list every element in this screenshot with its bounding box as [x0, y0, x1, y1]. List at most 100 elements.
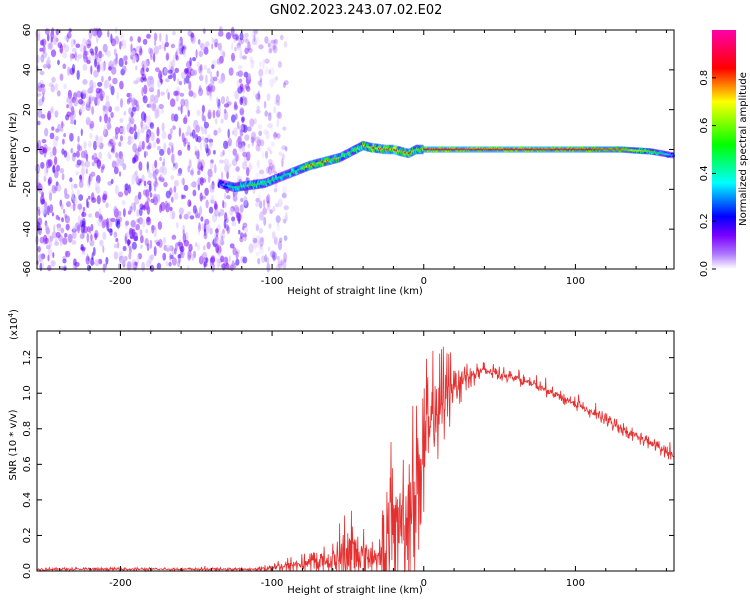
- y-tick-label: -60: [22, 261, 33, 277]
- spectrogram-noise-cell: [53, 169, 59, 179]
- spectrogram-noise-cell: [203, 223, 207, 233]
- spectrogram-noise-cell: [54, 241, 59, 247]
- spectrogram-noise-cell: [276, 111, 281, 119]
- spectrogram-noise-cell: [239, 96, 244, 106]
- spectrogram-noise-cell: [183, 213, 189, 220]
- spectrogram-noise-cell: [257, 80, 262, 86]
- spectrogram-noise-cell: [284, 212, 288, 222]
- spectrogram-noise-cell: [264, 66, 269, 75]
- spectrogram-noise-cell: [160, 108, 164, 114]
- spectrogram-noise-cell: [148, 183, 152, 193]
- spectrogram-noise-cell: [159, 32, 162, 43]
- spectrogram-noise-cell: [264, 110, 269, 117]
- spectrogram-noise-cell: [199, 192, 203, 202]
- spectrogram-noise-cell: [253, 118, 257, 125]
- spectrogram-noise-cell: [140, 126, 145, 134]
- spectrogram-noise-cell: [55, 238, 58, 244]
- spectrogram-noise-cell: [203, 139, 208, 149]
- spectrogram-noise-cell: [241, 117, 245, 124]
- spectrogram-noise-cell: [165, 261, 169, 267]
- spectrogram-noise-cell: [190, 33, 195, 38]
- spectrogram-noise-cell: [178, 127, 182, 137]
- spectrogram-noise-cell: [177, 260, 181, 268]
- spectrogram-noise-cell: [49, 204, 54, 214]
- y-tick-label: 20: [22, 103, 33, 116]
- spectrogram-noise-cell: [126, 231, 130, 238]
- spectrogram-noise-cell: [159, 148, 165, 156]
- spectrogram-noise-cell: [204, 187, 209, 196]
- spectrogram-noise-cell: [161, 41, 164, 50]
- spectrogram-noise-cell: [220, 118, 224, 124]
- spectrogram-noise-cell: [140, 120, 144, 129]
- spectrogram-noise-cell: [203, 121, 209, 129]
- spectrogram-noise-cell: [271, 251, 277, 257]
- spectrogram-noise-cell: [142, 95, 148, 104]
- spectrogram-noise-cell: [35, 177, 40, 187]
- spectrogram-noise-cell: [187, 199, 192, 207]
- spectrogram-noise-cell: [198, 50, 203, 58]
- spectrogram-x-ticks: -200 -100 0 100: [59, 30, 667, 287]
- spectrogram-noise-cell: [142, 219, 146, 228]
- spectrogram-noise-cell: [169, 252, 172, 261]
- spectrogram-noise-cell: [271, 164, 275, 174]
- spectrogram-noise-cell: [47, 247, 53, 256]
- spectrogram-noise-cell: [235, 113, 238, 120]
- spectrogram-noise-cell: [111, 67, 117, 75]
- spectrogram-noise-cell: [90, 65, 93, 75]
- spectrogram-noise-cell: [112, 77, 118, 85]
- x-tick-label: 100: [566, 578, 585, 589]
- spectrogram-noise-cell: [275, 133, 281, 139]
- spectrogram-noise-cell: [120, 98, 123, 108]
- spectrogram-noise-cell: [124, 60, 128, 65]
- spectrogram-noise-cell: [41, 261, 45, 269]
- spectrogram-noise-cell: [270, 250, 276, 258]
- spectrogram-noise-cell: [133, 54, 138, 61]
- spectrogram-noise-cell: [267, 111, 272, 116]
- spectrogram-noise-cell: [174, 248, 177, 255]
- spectrogram-noise-cell: [76, 189, 80, 197]
- spectrogram-noise-cell: [95, 87, 101, 94]
- spectrogram-noise-cell: [283, 40, 288, 48]
- spectrogram-noise-cell: [241, 55, 247, 60]
- spectrogram-noise-cell: [114, 105, 120, 112]
- spectrogram-noise-cell: [136, 218, 140, 223]
- spectrogram-noise-cell: [190, 169, 194, 176]
- spectrogram-noise-cell: [200, 70, 203, 77]
- spectrogram-noise-cell: [165, 33, 168, 44]
- spectrogram-noise-cell: [236, 45, 242, 51]
- spectrogram-noise-cell: [110, 111, 114, 119]
- spectrogram-noise-cell: [253, 29, 259, 35]
- spectrogram-noise-cell: [235, 139, 239, 148]
- spectrogram-noise-cell: [96, 97, 100, 106]
- spectrogram-noise-cell: [226, 226, 230, 235]
- spectrogram-noise-cell: [223, 219, 227, 229]
- spectrogram-noise-cell: [153, 45, 159, 55]
- spectrogram-noise-cell: [277, 240, 283, 251]
- spectrogram-noise-cell: [76, 143, 81, 152]
- spectrogram-noise-cell: [158, 70, 163, 81]
- spectrogram-noise-cell: [39, 70, 45, 76]
- spectrogram-noise-cell: [94, 259, 100, 267]
- spectrogram-noise-cell: [255, 201, 260, 208]
- spectrogram-noise-cell: [70, 183, 74, 191]
- spectrogram-noise-cell: [256, 138, 262, 147]
- spectrogram-noise-cell: [175, 221, 179, 229]
- spectrogram-noise-cell: [114, 184, 119, 195]
- spectrogram-noise-cell: [143, 60, 149, 69]
- spectrogram-noise-cell: [128, 184, 131, 194]
- spectrogram-noise-cell: [139, 229, 143, 236]
- spectrogram-noise-cell: [73, 183, 78, 189]
- spectrogram-noise-cell: [57, 59, 60, 66]
- spectrogram-noise-cell: [167, 202, 171, 210]
- spectrogram-noise-cell: [242, 195, 248, 206]
- spectrogram-noise-cell: [117, 191, 124, 198]
- spectrogram-noise-cell: [93, 152, 98, 160]
- spectrogram-noise-cell: [89, 227, 92, 234]
- spectrogram-noise-cell: [37, 120, 41, 126]
- spectrogram-noise-cell: [235, 258, 240, 266]
- spectrogram-noise-cell: [247, 73, 251, 82]
- spectrogram-noise-cell: [273, 188, 278, 193]
- spectrogram-noise-cell: [128, 107, 132, 115]
- spectrogram-noise-cell: [198, 88, 204, 96]
- spectrogram-noise-cell: [140, 244, 143, 249]
